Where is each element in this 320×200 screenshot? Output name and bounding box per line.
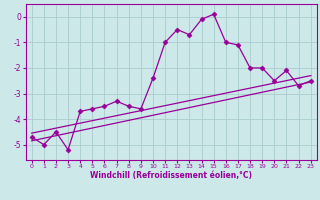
X-axis label: Windchill (Refroidissement éolien,°C): Windchill (Refroidissement éolien,°C) <box>90 171 252 180</box>
